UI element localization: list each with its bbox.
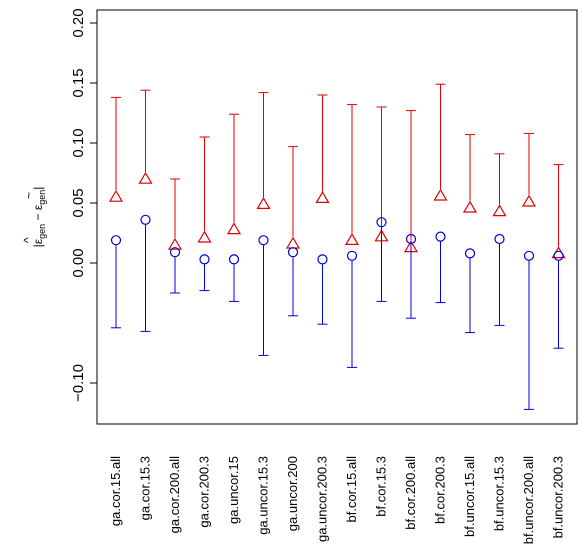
blue-circle-point [464, 248, 476, 259]
x-axis-labels: ga.cor.15.all ga.cor.15.3 ga.cor.200.all ga… [108, 456, 566, 544]
ylabel-epsilon-b: ε [31, 204, 45, 210]
x-category-label: bf.uncor.200.3 [551, 456, 566, 538]
red-triangle-point [108, 189, 124, 202]
red-triangle-point [138, 171, 153, 184]
blue-circle-point [140, 214, 151, 225]
red-triangle-point [344, 233, 360, 245]
blue-circle-point [435, 231, 446, 242]
blue-circle-point [199, 254, 210, 265]
x-category-label: ga.cor.200.3 [197, 456, 212, 528]
plot-frame [96, 9, 578, 425]
y-tick-label: 0.00 [70, 248, 87, 277]
blue-circle-point [346, 250, 358, 261]
red-triangle-point [167, 237, 183, 250]
ylabel-open-bar: | [31, 244, 45, 247]
blue-circle-point [228, 254, 240, 265]
ylabel-sub-a: gen [37, 224, 47, 239]
ylabel-tilde: ~ [22, 192, 36, 199]
y-tick-label: −0.10 [70, 364, 87, 402]
ylabel-hat: ^ [21, 237, 35, 243]
x-category-label: ga.cor.15.all [108, 456, 123, 526]
y-tick-label: 0.10 [70, 128, 87, 157]
y-axis-label: |εgen − εgen| ^ ~ [21, 187, 47, 248]
y-axis: −0.10 0.00 0.05 0.10 0.15 0.20 [70, 8, 97, 402]
blue-circle-point [169, 247, 181, 258]
red-triangle-point [492, 204, 507, 217]
blue-circle-point [110, 235, 122, 246]
red-triangle-point [226, 222, 242, 235]
blue-circle-point [494, 233, 505, 245]
x-category-label: bf.uncor.200.all [521, 456, 536, 544]
red-triangle-point [285, 236, 301, 249]
red-triangle-point [315, 191, 330, 203]
blue-circle-point [405, 233, 417, 245]
x-category-label: bf.uncor.15.all [462, 456, 477, 537]
x-category-label: ga.uncor.200 [285, 456, 300, 531]
blue-circle-point [258, 235, 269, 246]
y-tick-label: 0.15 [70, 68, 87, 97]
red-triangle-point [433, 188, 448, 201]
x-category-label: bf.cor.15.3 [374, 456, 389, 517]
red-triangle-point [521, 194, 537, 207]
ylabel-close-bar: | [31, 187, 45, 190]
series-blue-circles [110, 214, 564, 410]
x-category-label: ga.uncor.200.3 [315, 456, 330, 542]
ylabel-minus: − [31, 210, 45, 224]
x-category-label: ga.cor.200.all [167, 456, 182, 533]
x-category-label: bf.cor.200.all [403, 456, 418, 530]
series-red-triangles [108, 83, 566, 259]
red-triangle-point [256, 197, 271, 209]
y-tick-label: 0.20 [70, 8, 87, 37]
y-tick-label: 0.05 [70, 188, 87, 217]
blue-circle-point [376, 217, 387, 228]
ylabel-sub-b: gen [37, 190, 47, 205]
blue-circle-point [287, 247, 299, 258]
x-category-label: ga.cor.15.3 [138, 456, 153, 520]
ylabel-epsilon-a: ε [31, 238, 45, 244]
blue-circle-point [317, 254, 328, 265]
red-triangle-point [197, 230, 212, 243]
blue-circle-point [553, 250, 564, 261]
blue-circle-point [523, 250, 535, 261]
red-triangle-point [462, 200, 478, 213]
x-category-label: ga.uncor.15 [226, 456, 241, 524]
svg-text:|εgen − εgen|: |εgen − εgen| [31, 187, 47, 248]
x-category-label: bf.cor.200.3 [433, 456, 448, 524]
x-category-label: bf.uncor.15.3 [492, 456, 507, 531]
x-category-label: ga.uncor.15.3 [256, 456, 271, 535]
x-category-label: bf.cor.15.all [344, 456, 359, 523]
